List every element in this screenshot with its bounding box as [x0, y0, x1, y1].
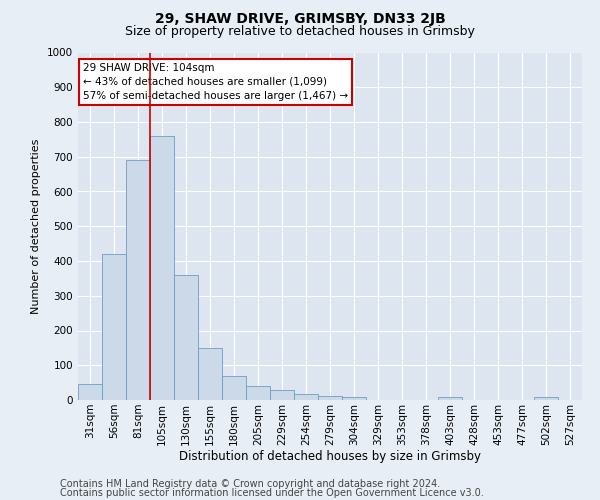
Y-axis label: Number of detached properties: Number of detached properties	[31, 138, 41, 314]
Bar	[198, 348, 222, 400]
Text: 29, SHAW DRIVE, GRIMSBY, DN33 2JB: 29, SHAW DRIVE, GRIMSBY, DN33 2JB	[155, 12, 445, 26]
Bar	[318, 396, 342, 400]
Text: Contains public sector information licensed under the Open Government Licence v3: Contains public sector information licen…	[60, 488, 484, 498]
Bar	[102, 254, 126, 400]
Text: Size of property relative to detached houses in Grimsby: Size of property relative to detached ho…	[125, 25, 475, 38]
Bar	[150, 136, 174, 400]
X-axis label: Distribution of detached houses by size in Grimsby: Distribution of detached houses by size …	[179, 450, 481, 464]
Bar	[342, 397, 366, 400]
Bar	[270, 390, 294, 400]
Bar	[438, 397, 462, 400]
Bar	[222, 376, 246, 400]
Text: 29 SHAW DRIVE: 104sqm
← 43% of detached houses are smaller (1,099)
57% of semi-d: 29 SHAW DRIVE: 104sqm ← 43% of detached …	[83, 63, 348, 101]
Bar	[78, 384, 102, 400]
Bar	[534, 397, 558, 400]
Bar	[246, 386, 270, 400]
Bar	[294, 394, 318, 400]
Bar	[126, 160, 150, 400]
Text: Contains HM Land Registry data © Crown copyright and database right 2024.: Contains HM Land Registry data © Crown c…	[60, 479, 440, 489]
Bar	[174, 275, 198, 400]
